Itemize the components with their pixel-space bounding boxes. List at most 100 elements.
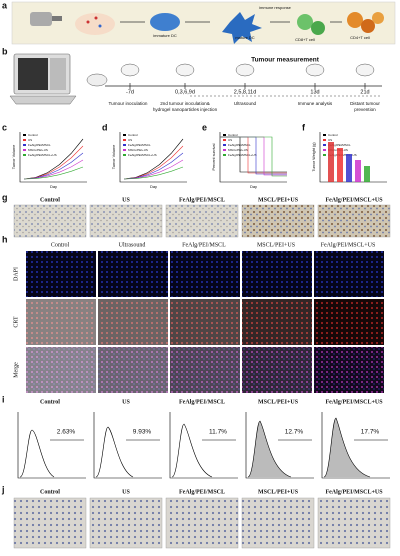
legend-swatch <box>23 139 26 141</box>
ihc-image <box>13 497 87 549</box>
day-label: 13d <box>310 89 319 95</box>
legend-swatch <box>123 154 126 156</box>
column-header: FeAlg/PEI/MSCL <box>179 489 225 495</box>
ihc-image <box>89 204 163 238</box>
column-header: FeAlg/PEI/MSCL+US <box>325 197 383 203</box>
legend-swatch <box>223 144 226 146</box>
cell-label: mature DC <box>235 35 254 40</box>
panel-letter: i <box>2 394 5 404</box>
legend-swatch <box>23 144 26 146</box>
legend-swatch <box>223 139 226 141</box>
histogram-axis <box>321 412 390 479</box>
legend-swatch <box>123 144 126 146</box>
mouse-icon <box>235 63 255 77</box>
fluorescence-image <box>242 299 312 345</box>
column-header: MSCL/PEI+US <box>257 242 295 248</box>
column-header: US <box>122 489 130 495</box>
legend-entry: MSCL/PEI+US <box>128 148 148 152</box>
legend-entry: FeAlg/PEI/MSCL+US <box>228 153 257 157</box>
legend-swatch <box>323 134 326 136</box>
legend-swatch <box>223 134 226 136</box>
legend-swatch <box>323 154 326 156</box>
legend-swatch <box>223 154 226 156</box>
legend-entry: MSCL/PEI+US <box>28 148 48 152</box>
legend-entry: FeAlg/PEI/MSCL <box>128 143 151 147</box>
legend-swatch <box>323 139 326 141</box>
ihc-image <box>317 204 391 238</box>
legend-entry: US <box>328 138 332 142</box>
column-header: FeAlg/PEI/MSCL+US <box>325 399 383 405</box>
histogram-curve <box>171 423 213 478</box>
column-header: Control <box>40 489 60 495</box>
histogram-axis <box>169 412 238 479</box>
percentage-label: 11.7% <box>209 429 227 436</box>
cell-label: CD8+T cell <box>295 37 315 42</box>
legend-entry: FeAlg/PEI/MSCL <box>228 143 251 147</box>
row-label: Merge <box>13 362 19 378</box>
panel-a-box <box>11 1 396 45</box>
ihc-image <box>89 497 163 549</box>
legend-entry: Control <box>128 133 138 137</box>
mouse-icon <box>175 63 195 77</box>
mouse-icon <box>120 63 140 77</box>
column-header: MSCL/PEI+US <box>258 197 299 203</box>
fluorescence-image <box>170 299 240 345</box>
panel-letter: h <box>2 234 8 244</box>
step-label: 2nd tumour inoculation& hydrogel nanopart… <box>153 101 218 112</box>
legend-swatch <box>323 144 326 146</box>
bar-shape <box>355 160 361 182</box>
step-label: Immune analysis <box>298 101 333 106</box>
fluorescence-image <box>26 299 96 345</box>
growth-line <box>23 166 84 180</box>
column-header: FeAlg/PEI/MSCL+US <box>325 489 383 495</box>
legend-entry: MSCL/PEI+US <box>228 148 248 152</box>
x-axis-label: Day <box>150 184 157 189</box>
column-header: FeAlg/PEI/MSCL <box>182 242 226 248</box>
bar-shape <box>337 148 343 182</box>
bar-shape <box>364 166 370 182</box>
histogram-axis <box>245 412 314 479</box>
ihc-image <box>165 204 239 238</box>
legend-entry: Control <box>228 133 238 137</box>
mouse-icon <box>305 63 325 77</box>
percentage-label: 2.63% <box>57 429 76 436</box>
y-axis-label: Tumor Volume <box>12 145 16 170</box>
histogram-axis <box>17 412 86 479</box>
panel-letter: d <box>102 122 108 132</box>
column-header: FeAlg/PEI/MSCL <box>179 399 225 405</box>
legend-entry: FeAlg/PEI/MSCL+US <box>128 153 157 157</box>
legend-swatch <box>23 134 26 136</box>
axis <box>19 132 87 183</box>
legend-swatch <box>223 149 226 151</box>
column-header: FeAlg/PEI/MSCL+US <box>321 242 376 248</box>
ihc-image <box>241 497 315 549</box>
panel-letter: f <box>302 122 306 132</box>
column-header: MSCL/PEI+US <box>258 489 299 495</box>
y-axis-label: Tumor Volume <box>112 145 116 170</box>
y-axis-label: Percent survival <box>212 143 216 170</box>
ihc-image <box>165 497 239 549</box>
histogram-curve <box>19 429 55 478</box>
column-header: Control <box>40 197 60 203</box>
legend-swatch <box>123 139 126 141</box>
fluorescence-image <box>170 347 240 393</box>
day-label: 2,5,8,11d <box>234 89 257 95</box>
cell-label: immature DC <box>153 33 177 38</box>
fluorescence-image <box>98 299 168 345</box>
column-header: US <box>122 399 130 405</box>
y-axis-label: Tumor Weight (g) <box>312 142 316 172</box>
step-label: Distant tumour prevention <box>350 101 380 112</box>
fluorescence-image <box>242 251 312 297</box>
panel-letter: e <box>202 122 207 132</box>
ihc-image <box>317 497 391 549</box>
ihc-image <box>241 204 315 238</box>
mouse-icon <box>355 63 375 77</box>
cell-label: immune response <box>259 5 292 10</box>
legend-swatch <box>23 149 26 151</box>
row-label: CRT <box>13 316 19 328</box>
histogram-axis <box>93 412 162 479</box>
column-header: FeAlg/PEI/MSCL <box>179 197 225 203</box>
panel-letter: c <box>2 122 7 132</box>
legend-entry: FeAlg/PEI/MSCL+US <box>28 153 57 157</box>
growth-line <box>123 166 184 180</box>
